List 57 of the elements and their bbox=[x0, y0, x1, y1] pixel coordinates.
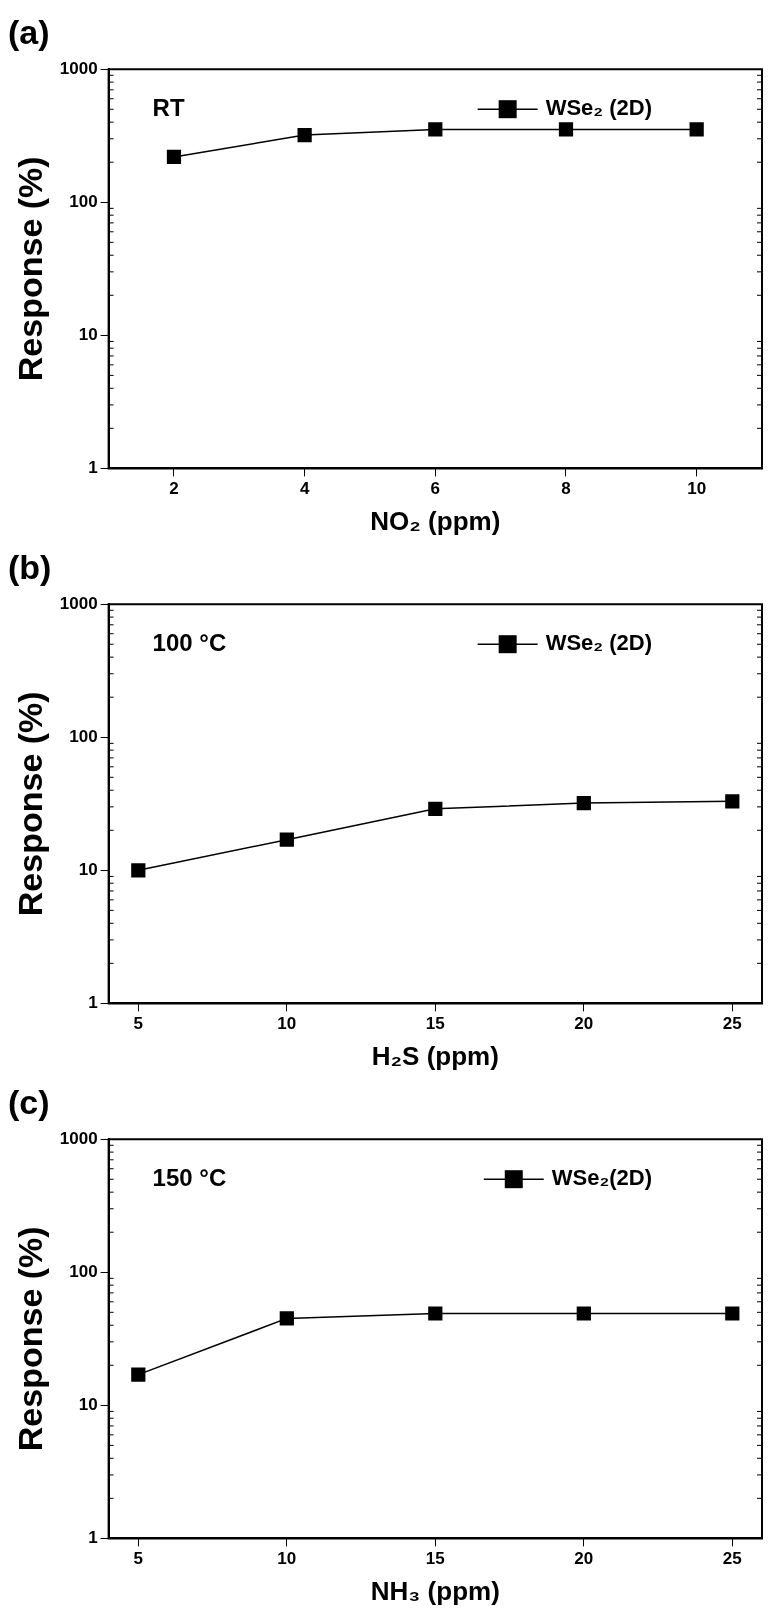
annotation: RT bbox=[152, 93, 185, 121]
x-tick-label: 20 bbox=[574, 1014, 594, 1034]
point bbox=[725, 794, 740, 809]
y-tick-label: 1 bbox=[88, 458, 98, 478]
point bbox=[576, 796, 591, 811]
x-tick-label: 15 bbox=[425, 1549, 445, 1569]
x-tick-label: 10 bbox=[687, 479, 707, 499]
x-tick-label: 25 bbox=[722, 1549, 742, 1569]
y-axis-title: Response (%) bbox=[10, 156, 49, 382]
point bbox=[131, 1367, 146, 1382]
point bbox=[558, 122, 574, 137]
y-tick-label: 1 bbox=[88, 993, 98, 1013]
point bbox=[576, 1306, 591, 1321]
y-tick-label: 10 bbox=[78, 325, 98, 345]
y-tick-label: 10 bbox=[78, 860, 98, 880]
point bbox=[297, 127, 312, 143]
y-tick-label: 1000 bbox=[59, 1128, 98, 1148]
y-axis-title: Response (%) bbox=[10, 691, 49, 917]
x-axis-title: H₂S (ppm) bbox=[371, 1040, 499, 1071]
point bbox=[131, 863, 146, 878]
legend-label: WSe₂(2D) bbox=[551, 1165, 653, 1191]
point bbox=[279, 832, 294, 847]
x-tick-label: 6 bbox=[430, 479, 441, 499]
x-tick-label: 5 bbox=[133, 1014, 144, 1034]
x-tick-label: 25 bbox=[722, 1014, 742, 1034]
y-tick-label: 10 bbox=[78, 1395, 98, 1415]
annotation: 150 °C bbox=[152, 1163, 227, 1191]
point bbox=[166, 149, 182, 165]
point bbox=[725, 1306, 740, 1321]
x-axis-title: NO₂ (ppm) bbox=[370, 505, 501, 536]
y-tick-label: 1000 bbox=[59, 593, 98, 613]
x-tick-label: 10 bbox=[277, 1549, 297, 1569]
legend-label: WSe₂ (2D) bbox=[545, 630, 653, 656]
point bbox=[428, 1306, 443, 1321]
x-tick-label: 15 bbox=[425, 1014, 445, 1034]
y-tick-label: 100 bbox=[69, 726, 98, 746]
y-tick-label: 1 bbox=[88, 1528, 98, 1548]
point bbox=[279, 1311, 294, 1326]
x-tick-label: 5 bbox=[133, 1549, 144, 1569]
chart-title: (c) bbox=[8, 1082, 51, 1123]
point bbox=[689, 122, 704, 137]
annotation: 100 °C bbox=[152, 628, 227, 656]
x-tick-label: 8 bbox=[561, 479, 571, 499]
y-axis-title: Response (%) bbox=[10, 1226, 49, 1452]
x-tick-label: 4 bbox=[299, 479, 310, 499]
point bbox=[428, 801, 443, 816]
x-tick-label: 2 bbox=[169, 479, 179, 499]
point bbox=[428, 122, 443, 137]
x-axis-title: NH₃ (ppm) bbox=[370, 1575, 500, 1606]
y-tick-label: 100 bbox=[69, 1261, 98, 1281]
chart-title: (a) bbox=[8, 12, 51, 53]
x-tick-label: 20 bbox=[574, 1549, 594, 1569]
legend-label: WSe₂ (2D) bbox=[545, 95, 653, 121]
y-tick-label: 1000 bbox=[59, 58, 98, 78]
x-tick-label: 10 bbox=[277, 1014, 297, 1034]
y-tick-label: 100 bbox=[69, 191, 98, 211]
chart-title: (b) bbox=[8, 547, 53, 588]
